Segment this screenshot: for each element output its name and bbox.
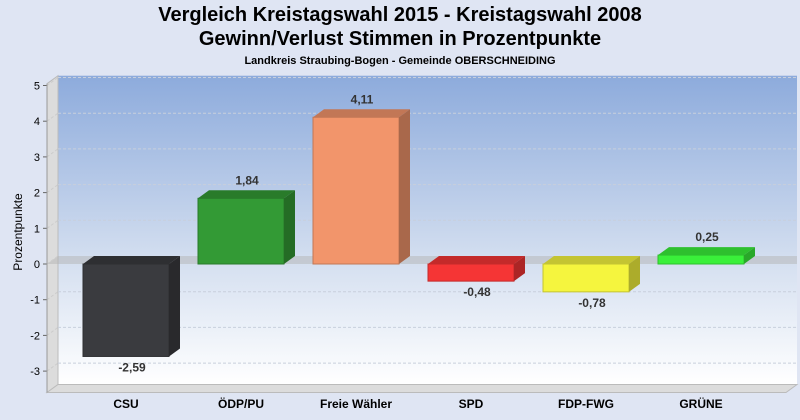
bar-side (744, 247, 755, 264)
bar-side (284, 190, 295, 264)
bar (657, 254, 745, 265)
bar (427, 263, 515, 282)
data-label: -2,59 (118, 360, 146, 374)
gridline-side (46, 362, 59, 372)
y-tick-label: 0 (34, 259, 40, 271)
x-tick-label: SPD (459, 397, 484, 411)
gridline-side (46, 291, 59, 301)
data-label: -0,48 (463, 285, 491, 299)
bar-side (399, 109, 410, 264)
bar-top (313, 109, 410, 118)
bar-top (83, 256, 180, 264)
bar (82, 263, 170, 357)
x-tick-label: Freie Wähler (320, 397, 392, 411)
y-tick-label: 5 (34, 81, 40, 93)
bar-top (543, 256, 640, 264)
data-label: 4,11 (351, 92, 374, 106)
chart-subtitle: Gewinn/Verlust Stimmen in Prozentpunkte (198, 28, 602, 50)
bar-top (428, 256, 525, 264)
side-wall (46, 74, 59, 394)
gridline-side (46, 219, 59, 229)
back-wall (58, 75, 797, 385)
bar (542, 263, 630, 293)
chart-title: Vergleich Kreistagswahl 2015 - Kreistags… (158, 4, 642, 26)
gridline-side (46, 255, 59, 265)
y-tick-label: -2 (30, 330, 40, 342)
bar-top (658, 247, 755, 256)
bar (312, 116, 400, 265)
y-tick-label: 1 (34, 223, 40, 235)
gridline-side (46, 326, 59, 336)
data-label: -0,78 (578, 296, 606, 310)
gridline-side (46, 112, 59, 122)
y-tick-label: -1 (30, 295, 40, 307)
y-tick-label: 3 (34, 152, 40, 164)
bar-side (629, 256, 640, 292)
data-label: 1,84 (235, 173, 259, 187)
x-tick-label: CSU (113, 397, 138, 411)
gridline-side (46, 148, 59, 158)
floor (45, 384, 799, 394)
x-tick-label: FDP-FWG (558, 397, 614, 411)
y-tick-label: -3 (30, 366, 40, 378)
y-axis-label: Prozentpunkte (11, 193, 25, 271)
bar-top (198, 190, 295, 199)
x-tick-label: GRÜNE (679, 396, 722, 411)
gridline-side (46, 77, 59, 86)
bar-side (169, 256, 180, 357)
x-tick-label: ÖDP/PU (218, 396, 264, 411)
bar-side (514, 256, 525, 282)
data-label: 0,25 (695, 230, 719, 244)
y-tick-label: 4 (34, 116, 40, 128)
y-tick-label: 2 (34, 188, 40, 200)
gridline-side (46, 184, 59, 194)
chart-subsubtitle: Landkreis Straubing-Bogen - Gemeinde OBE… (244, 55, 556, 67)
bar (197, 197, 285, 265)
